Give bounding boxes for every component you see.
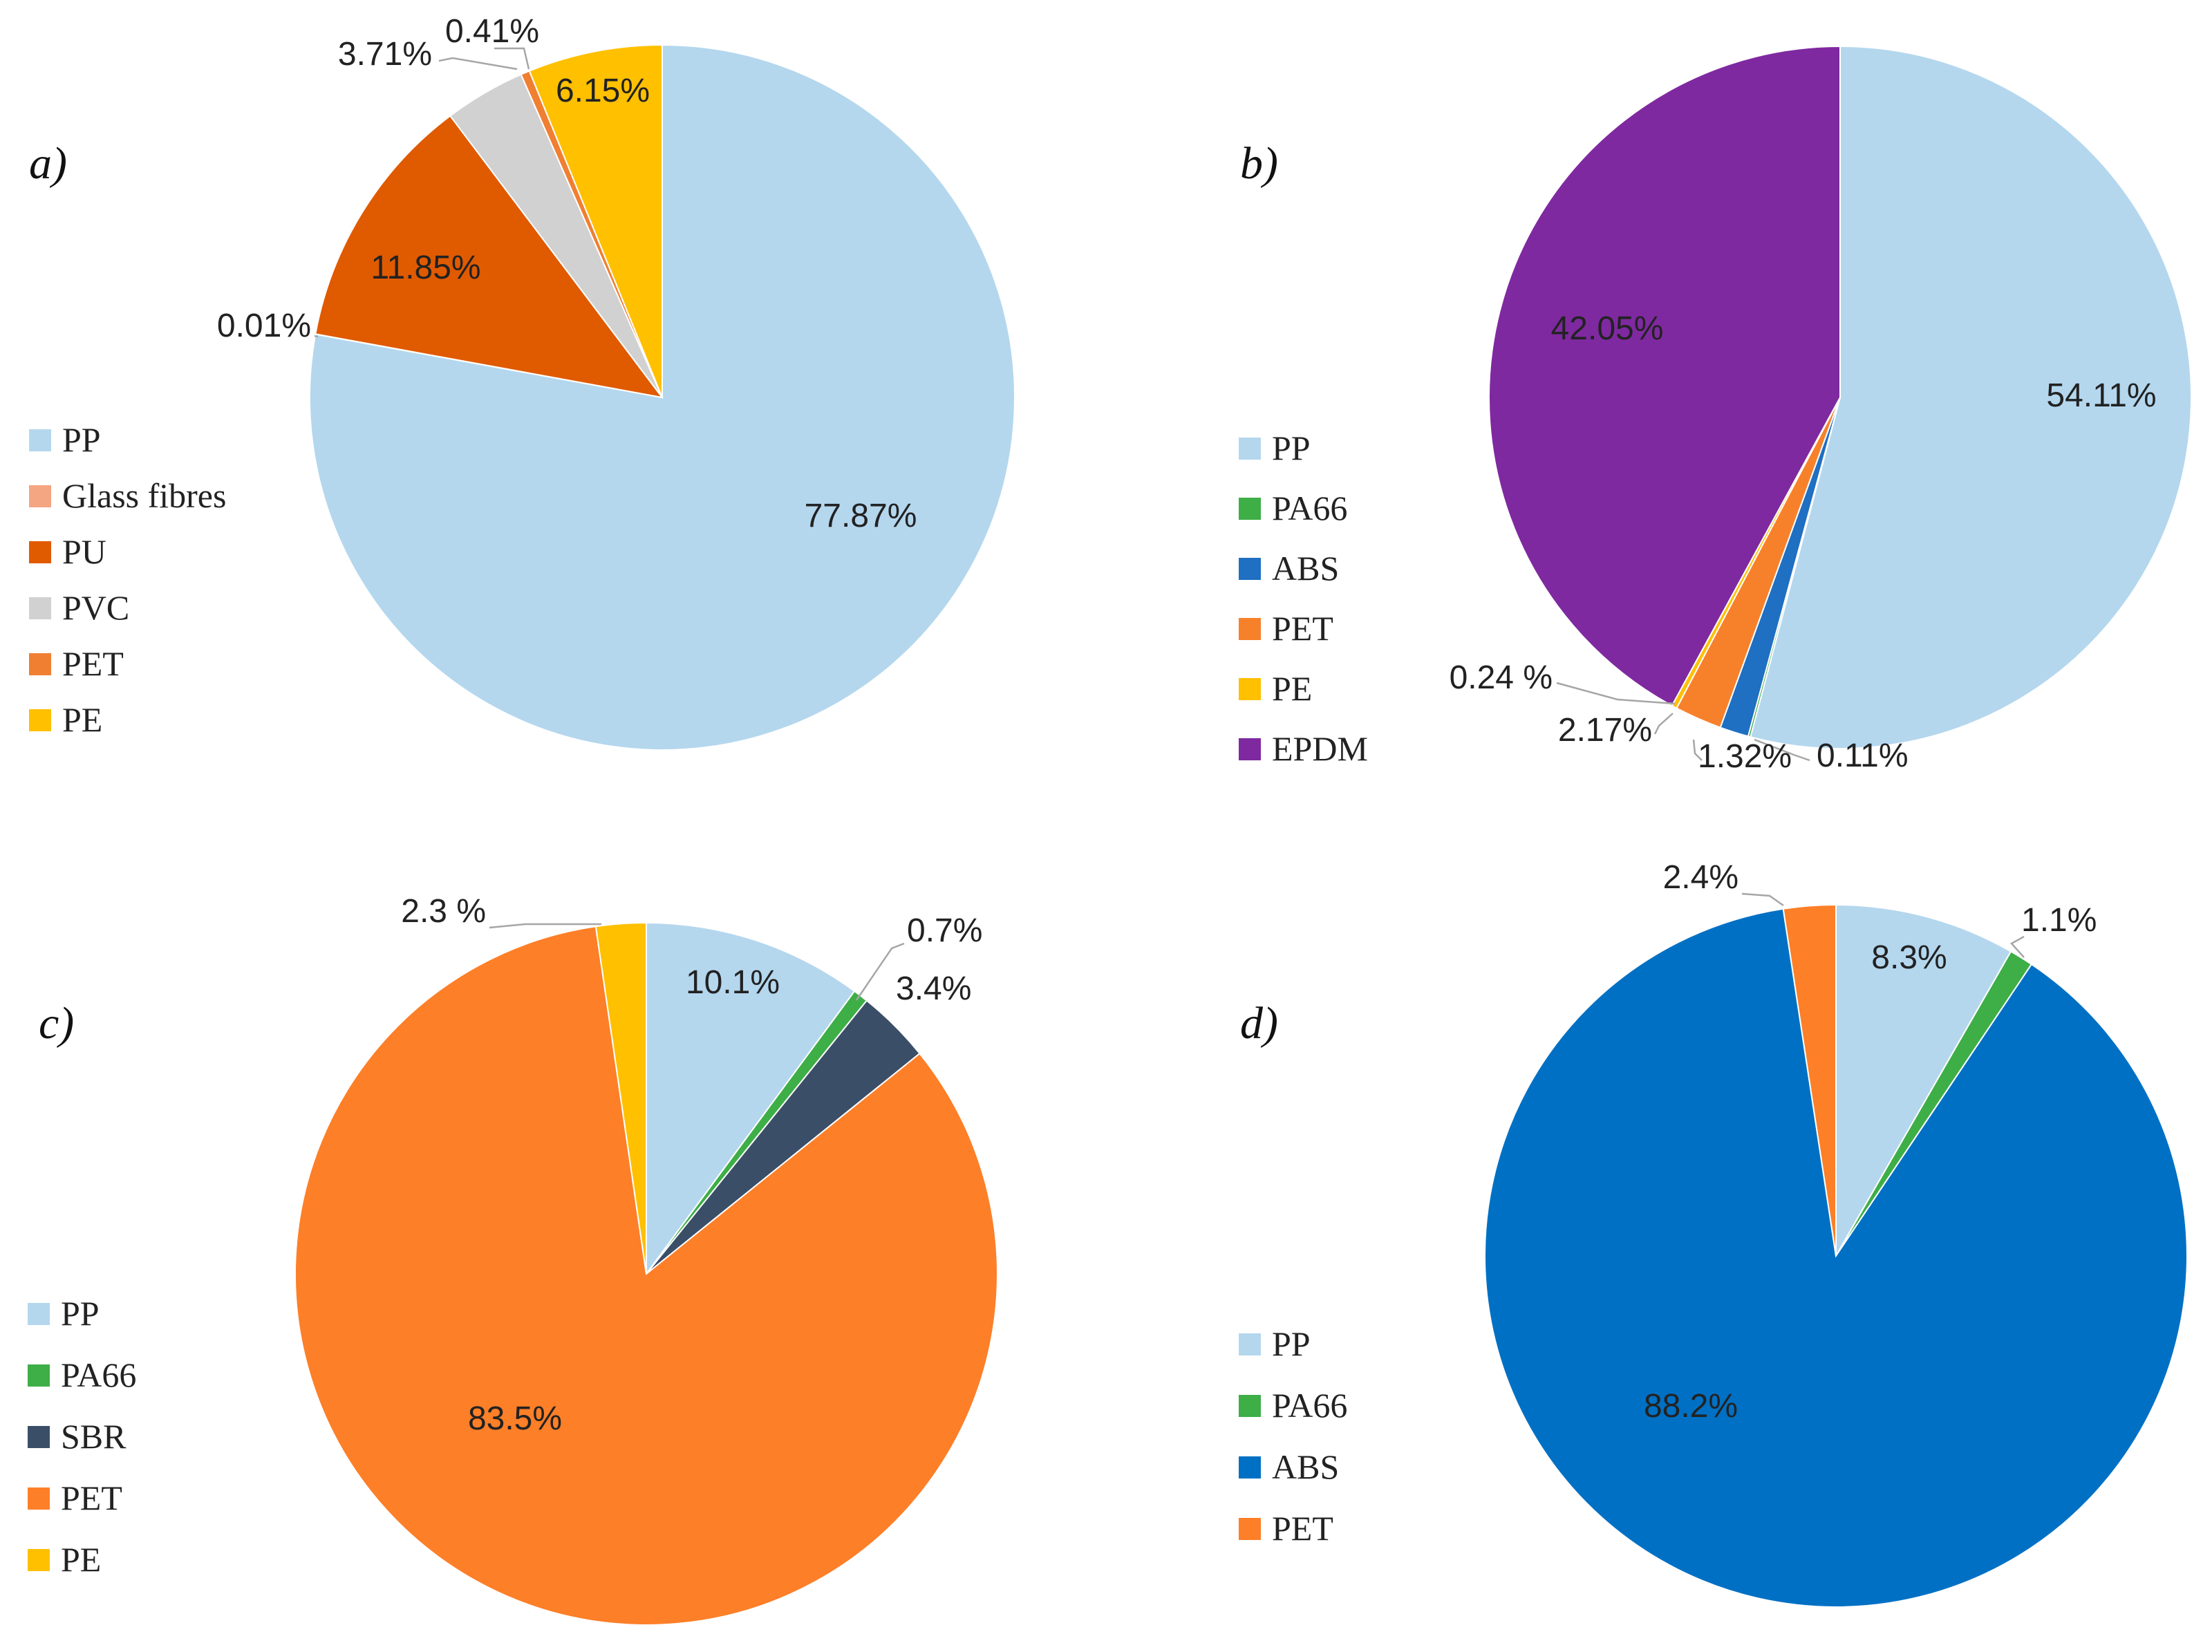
legend-swatch-pet	[28, 1487, 50, 1510]
data-label-abs: 88.2%	[1644, 1388, 1738, 1425]
data-label-pu: 11.85%	[371, 250, 480, 286]
legend-label-epdm: EPDM	[1272, 729, 1368, 768]
data-label-pvc: 3.71%	[338, 36, 432, 73]
pie-slice-pp	[309, 44, 1015, 751]
data-label-pp: 77.87%	[805, 498, 917, 534]
data-label-pet: 0.41%	[445, 13, 539, 50]
leader-line-pet	[494, 47, 530, 70]
data-label-pe: 6.15%	[556, 73, 650, 109]
data-label-pa66: 0.7%	[907, 912, 982, 949]
data-label-pa66: 0.11%	[1817, 738, 1909, 774]
legend-label-abs: ABS	[1272, 1447, 1339, 1486]
data-label-sbr: 3.4%	[896, 970, 971, 1007]
data-label-pp: 10.1%	[686, 964, 780, 1001]
panel-label: d)	[1240, 998, 1278, 1049]
leader-line-glass-fibres	[314, 335, 319, 338]
leader-line-pp	[2010, 935, 2025, 958]
legend-label-pet: PET	[1272, 609, 1333, 648]
legend-label-glass-fibres: Glass fibres	[62, 476, 226, 515]
data-label-pet: 2.4%	[1663, 859, 1738, 896]
legend-label-pet: PET	[61, 1479, 122, 1517]
legend-swatch-pp	[29, 429, 51, 451]
pie-slice-pet	[1782, 903, 1837, 1257]
data-label-pet: 2.17%	[1558, 712, 1652, 749]
pie-slice-pu	[315, 115, 664, 399]
legend-swatch-pp	[1239, 1333, 1261, 1355]
data-label-pp: 8.3%	[1871, 939, 1947, 976]
legend-swatch-pa66	[1239, 498, 1261, 520]
legend-label-pp: PP	[1272, 1324, 1311, 1363]
panel-label: c)	[39, 998, 74, 1049]
legend-swatch-pe	[1239, 678, 1261, 700]
data-label-pe: 2.3 %	[401, 893, 486, 930]
pie-slice-pe	[528, 44, 663, 398]
pie-slice-pp	[646, 921, 856, 1277]
legend-label-pa66: PA66	[1272, 1386, 1347, 1425]
legend: PP Glass fibres PU PVC PET PE	[29, 420, 226, 739]
legend-label-abs: ABS	[1272, 549, 1339, 588]
leader-line-abs	[1692, 739, 1703, 761]
legend-swatch-pa66	[28, 1364, 50, 1387]
pie-panel-a: 77.87% 0.01% 11.85% 3.71% 0.41% 6.15% a) PP Glas…	[29, 13, 1015, 751]
data-label-glass-fibres: 0.01%	[217, 308, 311, 344]
data-label-abs: 1.32%	[1698, 738, 1792, 775]
leader-line-pet	[1653, 713, 1674, 735]
pie-panel-c: 10.1% 0.7% 3.4% 83.5% 2.3 % c) PP PA66 SBR PET PE	[28, 893, 998, 1626]
legend-label-pe: PE	[61, 1540, 101, 1579]
legend: PP PA66 ABS PET PE EPDM	[1239, 429, 1368, 768]
leader-line-pvc	[438, 57, 518, 71]
data-label-pe: 0.24 %	[1450, 659, 1553, 696]
legend-swatch-pa66	[1239, 1395, 1261, 1417]
leader-line-pet	[1741, 892, 1784, 907]
legend-swatch-sbr	[28, 1426, 50, 1448]
leader-line-pa66	[1754, 738, 1810, 762]
legend-swatch-epdm	[1239, 738, 1261, 760]
data-label-pa66: 1.1%	[2021, 902, 2097, 939]
legend-swatch-pet	[1239, 618, 1261, 640]
panel-label: a)	[29, 138, 67, 189]
pie-slice-pp	[1750, 45, 2192, 749]
legend-label-pp: PP	[62, 420, 101, 459]
legend-swatch-pp	[1239, 438, 1261, 460]
legend-label-pet: PET	[62, 644, 124, 683]
data-label-pet: 83.5%	[468, 1400, 562, 1437]
leader-line-pe	[489, 923, 601, 929]
legend-label-pp: PP	[1272, 429, 1311, 467]
legend-swatch-pe	[28, 1549, 50, 1571]
legend-swatch-pet	[29, 653, 51, 675]
legend-swatch-pp	[28, 1303, 50, 1325]
leader-line-pa66	[855, 942, 905, 1001]
legend-label-pe: PE	[62, 700, 102, 739]
leader-line-pe	[1556, 682, 1676, 705]
pie-slice-epdm	[1488, 45, 1841, 707]
legend-label-pa66: PA66	[1272, 489, 1347, 527]
pie-slice-pet	[294, 926, 998, 1626]
legend-label-pu: PU	[62, 532, 106, 571]
panel-label: b)	[1240, 138, 1278, 189]
pie-panel-d: 8.3% 1.1% 88.2% 2.4% d) PP PA66 ABS PET	[1239, 859, 2188, 1608]
legend-label-sbr: SBR	[61, 1417, 126, 1456]
legend: PP PA66 SBR PET PE	[28, 1294, 136, 1579]
legend-swatch-glass-fibres	[29, 485, 51, 507]
legend: PP PA66 ABS PET	[1239, 1324, 1347, 1548]
data-label-pp: 54.11%	[2046, 377, 2156, 414]
legend-swatch-abs	[1239, 558, 1261, 580]
legend-label-pvc: PVC	[62, 588, 129, 627]
legend-label-pa66: PA66	[61, 1355, 136, 1394]
legend-swatch-abs	[1239, 1456, 1261, 1479]
legend-swatch-pu	[29, 541, 51, 563]
pie-slice-pp	[1835, 903, 2012, 1259]
legend-label-pe: PE	[1272, 669, 1312, 708]
legend-swatch-pet	[1239, 1518, 1261, 1540]
legend-label-pp: PP	[61, 1294, 100, 1333]
legend-swatch-pvc	[29, 597, 51, 619]
legend-swatch-pe	[29, 709, 51, 731]
pie-slice-pe	[594, 921, 647, 1275]
pie-slice-abs	[1484, 908, 2188, 1608]
legend-label-pet: PET	[1272, 1509, 1333, 1548]
pie-panel-b: 54.11% 0.11% 1.32% 2.17%0.24 % 42.05% b) PP PA6…	[1239, 45, 2192, 775]
data-label-epdm: 42.05%	[1551, 310, 1664, 347]
